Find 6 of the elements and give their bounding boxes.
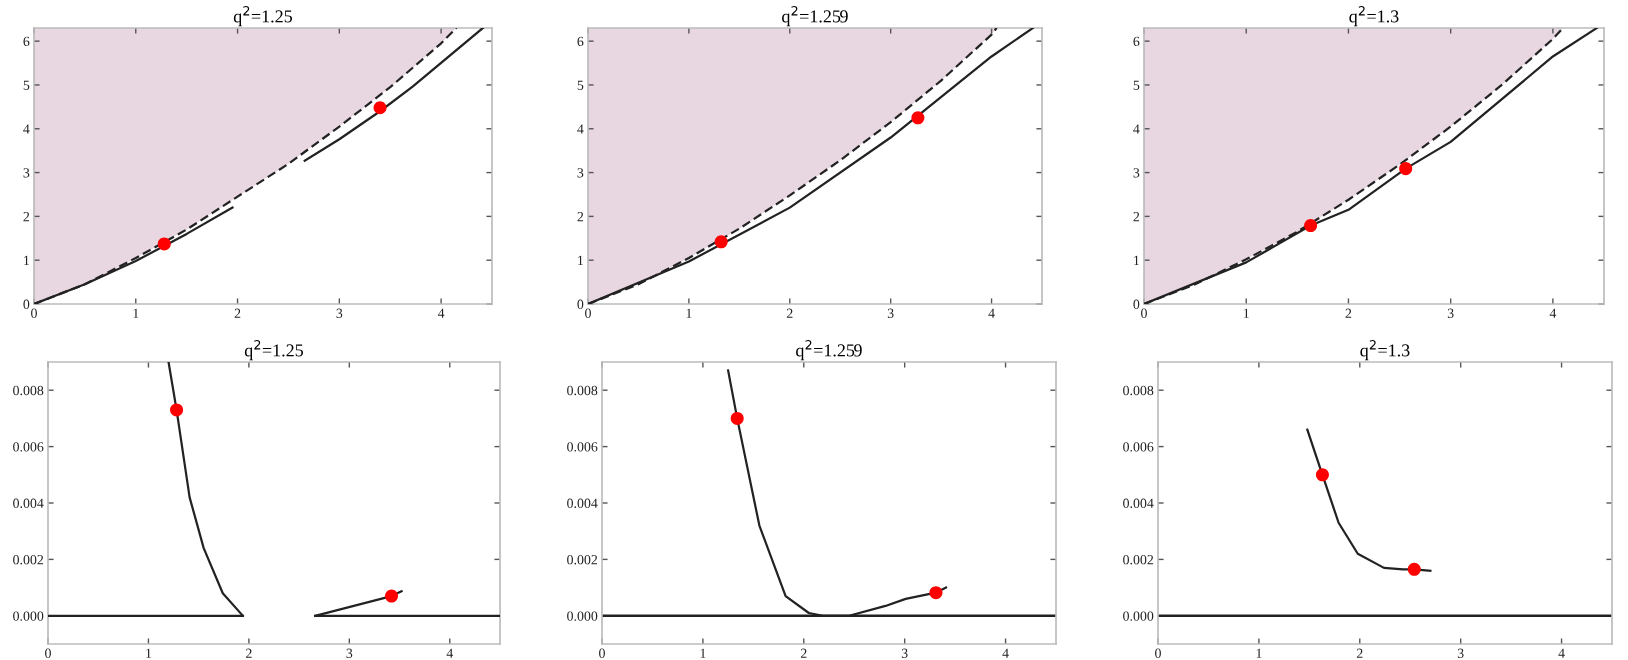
chart-title: q$^{2}$=1.3 (1349, 6, 1399, 27)
chart-title: q$^{2}$=1.25 (244, 340, 304, 361)
chart-title: q$^{2}$=1.259 (796, 340, 862, 361)
chart-title: q$^{2}$=1.259 (782, 6, 848, 27)
chart-title: q$^{2}$=1.3 (1360, 340, 1410, 361)
chart-title: q$^{2}$=1.25 (233, 6, 293, 27)
